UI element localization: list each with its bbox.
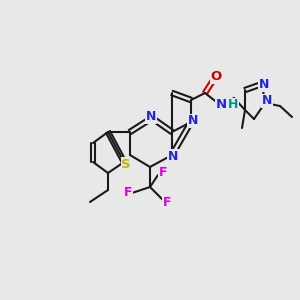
- Text: F: F: [124, 187, 132, 200]
- Text: F: F: [159, 166, 167, 178]
- Text: O: O: [210, 70, 222, 83]
- Text: N: N: [188, 115, 198, 128]
- Text: N: N: [259, 79, 269, 92]
- Text: N: N: [215, 98, 226, 110]
- Text: F: F: [163, 196, 171, 208]
- Text: S: S: [121, 158, 131, 170]
- Text: N: N: [168, 149, 178, 163]
- Text: H: H: [228, 98, 238, 112]
- Text: N: N: [262, 94, 272, 107]
- Text: N: N: [146, 110, 156, 124]
